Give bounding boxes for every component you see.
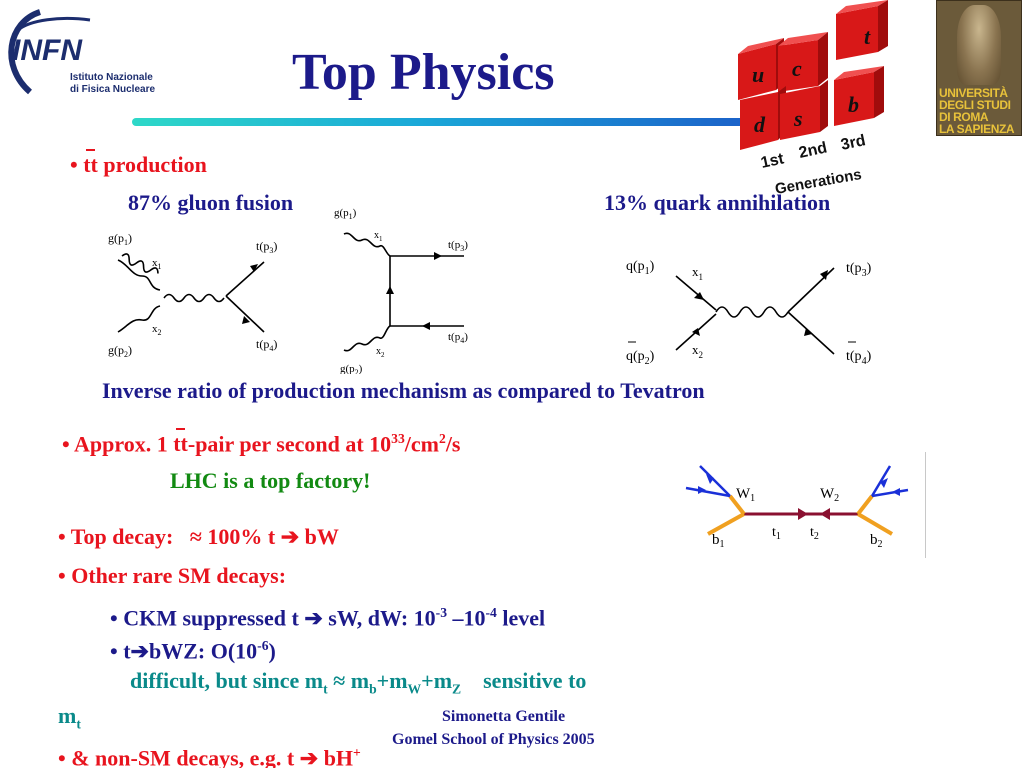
infn-line2: di Fisica Nucleare [70, 84, 155, 95]
d3-t3: t(p3) [846, 261, 872, 279]
decay-w2: W2 [820, 486, 839, 504]
d1-t3: t(p3) [256, 239, 277, 255]
d2-x1: x1 [374, 230, 383, 243]
arrow-icon: ➔ [280, 524, 300, 549]
rare-decays-bullet: • Other rare SM decays: [58, 563, 287, 588]
footer-school: Gomel School of Physics 2005 [392, 731, 595, 748]
d3-x1: x1 [692, 264, 703, 282]
bwz-bullet: • t➔bWZ: O(10-6) [110, 638, 276, 664]
statue-emblem [957, 5, 1001, 85]
mass-sensitivity-note: difficult, but since mt ≈ mb+mW+mZ sensi… [130, 668, 587, 697]
d3-t4: t(p4) [846, 349, 872, 367]
quark-s: s [793, 106, 803, 131]
d1-x1: x1 [152, 257, 162, 271]
quark-t: t [864, 24, 871, 49]
top-factory-note: LHC is a top factory! [170, 468, 371, 493]
cube-t: t [836, 0, 888, 60]
mass-sensitivity-continuation: mt [58, 703, 81, 732]
d3-x2: x2 [692, 342, 703, 360]
decay-b2: b2 [870, 532, 883, 550]
infn-logo: INFN Istituto Nazionale di Fisica Nuclea… [0, 0, 170, 110]
decay-b1: b1 [712, 532, 725, 550]
d3-q1: q(p1) [626, 259, 655, 277]
d1-x2: x2 [152, 323, 162, 337]
infn-line1: Istituto Nazionale [70, 72, 153, 83]
d2-g1: g(p1) [334, 207, 357, 221]
d1-g1: g(p1) [108, 231, 132, 247]
generation-2nd: 2nd [797, 139, 828, 162]
page-title: Top Physics [292, 44, 555, 101]
quark-b: b [848, 92, 859, 117]
feynman-diagram-qq: q(p1) x1 x2 q(p2) t(p3) t(p4) [620, 254, 890, 374]
rate-bullet: • Approx. 1 tt-pair per second at 1033/c… [62, 431, 461, 457]
d1-g2: g(p2) [108, 343, 132, 359]
gluon-fusion-label: 87% gluon fusion [128, 190, 294, 215]
ckm-bullet: • CKM suppressed t ➔ sW, dW: 10-3 –10-4 … [110, 605, 546, 631]
generation-3rd: 3rd [839, 132, 867, 154]
arrow-icon: ➔ [304, 605, 323, 631]
cube-b: b [834, 66, 884, 126]
d2-g2: g(p2) [340, 363, 363, 374]
title-divider [132, 118, 772, 126]
sapienza-line2: DEGLI STUDI [939, 98, 1011, 112]
cube-c: c [778, 32, 828, 92]
quark-generations-cubes: u c t d s b 1st [736, 0, 932, 200]
infn-name: INFN [12, 34, 83, 67]
d1-t4: t(p4) [256, 337, 277, 353]
decay-t1: t1 [772, 525, 781, 542]
production-bullet: • tt production [70, 152, 207, 177]
d3-q2: q(p2) [626, 349, 655, 367]
footer-author: Simonetta Gentile [442, 708, 566, 725]
d2-x2: x2 [376, 346, 385, 359]
generation-1st: 1st [759, 150, 786, 172]
d2-t3: t(p3) [448, 239, 468, 253]
decay-w1: W1 [736, 486, 755, 504]
sapienza-line4: LA SAPIENZA [939, 122, 1015, 136]
quark-u: u [752, 62, 764, 87]
ttbar-decay-diagram: W1 W2 t1 t2 b1 b2 [680, 452, 926, 558]
tt-symbol: tt [83, 152, 98, 177]
arrow-icon: ➔ [299, 745, 319, 768]
d2-t4: t(p4) [448, 331, 468, 345]
ratio-note: Inverse ratio of production mechanism as… [102, 378, 705, 403]
cube-u: u [738, 38, 784, 100]
quark-d: d [754, 112, 766, 137]
feynman-diagram-gg-t: g(p1) x1 x2 g(p2) t(p3) t(p4) [334, 204, 484, 377]
top-decay-bullet: • Top decay: ≈ 100% t ➔ bW [58, 524, 339, 549]
cube-s: s [780, 80, 828, 140]
quark-c: c [792, 56, 802, 81]
sapienza-line1: UNIVERSITÀ [939, 86, 1008, 100]
quark-annihilation-label: 13% quark annihilation [604, 190, 831, 215]
sapienza-logo: UNIVERSITÀ DEGLI STUDI DI ROMA LA SAPIEN… [936, 0, 1022, 136]
feynman-diagram-gg-s: g(p1) x1 x2 g(p2) t(p3) t(p4) [104, 226, 304, 366]
sapienza-line3: DI ROMA [939, 110, 989, 124]
decay-t2: t2 [810, 525, 819, 542]
non-sm-decays-bullet: • & non-SM decays, e.g. t ➔ bH+ [58, 740, 361, 768]
arrow-icon: ➔ [130, 638, 149, 664]
